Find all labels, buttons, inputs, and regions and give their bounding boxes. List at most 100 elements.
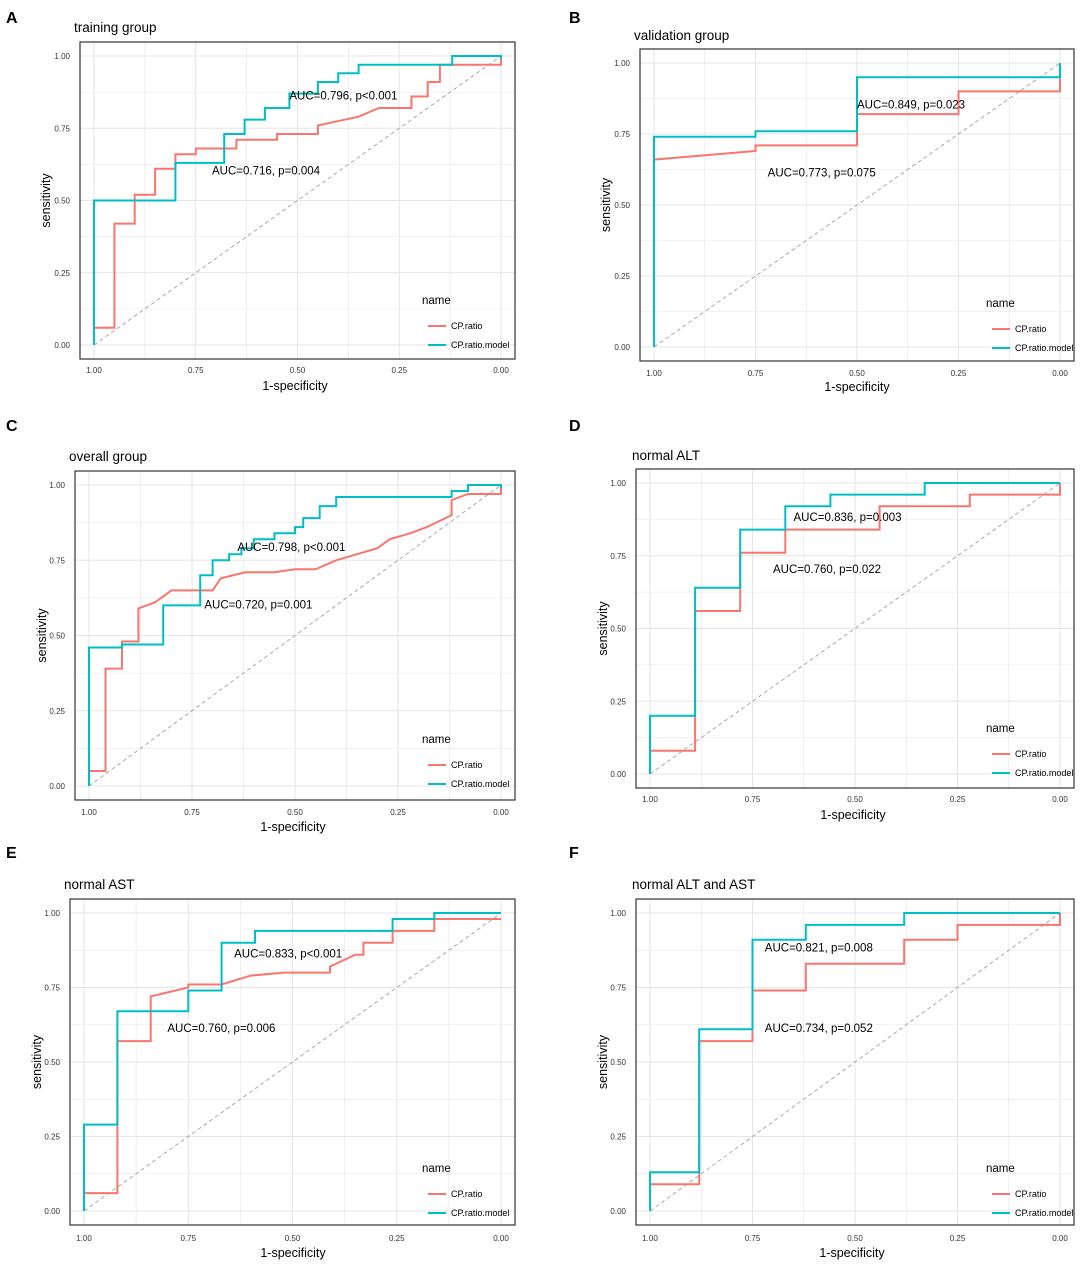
x-axis-label: 1-specificity (820, 808, 886, 822)
y-tick-label: 0.50 (610, 1058, 626, 1067)
x-tick-label: 0.00 (1052, 1234, 1068, 1243)
auc-annotation: AUC=0.773, p=0.075 (768, 168, 876, 180)
legend-label: CP.ratio (451, 1189, 482, 1199)
legend-title: name (422, 734, 451, 746)
auc-annotation: AUC=0.836, p=0.003 (794, 512, 902, 524)
reference-diagonal (88, 484, 502, 787)
legend: name CP.ratio CP.ratio.model (986, 723, 1073, 778)
roc-curve-cp-ratio (88, 488, 502, 786)
roc-curve-cp-ratio (649, 483, 1061, 774)
x-tick-label: 0.00 (1052, 795, 1068, 804)
y-tick-label: 0.50 (49, 632, 65, 641)
x-tick-label: 0.25 (389, 1234, 405, 1243)
auc-annotation: AUC=0.734, p=0.052 (765, 1023, 873, 1035)
x-tick-label: 0.50 (847, 795, 863, 804)
x-tick-label: 0.25 (390, 808, 406, 817)
y-tick-label: 0.00 (44, 1207, 60, 1216)
plot-frame (639, 48, 1075, 362)
x-tick-label: 0.00 (493, 366, 509, 375)
y-tick-label: 0.50 (614, 201, 630, 210)
y-axis-label: sensitivity (596, 1034, 610, 1089)
y-tick-label: 1.00 (614, 59, 630, 68)
plot-frame (74, 470, 516, 801)
roc-curve-cp-ratio-model (83, 912, 501, 1211)
y-tick-label: 0.75 (54, 124, 70, 133)
y-tick-label: 1.00 (44, 909, 60, 918)
panel-title: normal AST (64, 877, 135, 892)
reference-diagonal (93, 55, 502, 346)
panel-title: normal ALT (632, 448, 700, 463)
x-tick-label: 0.75 (180, 1234, 196, 1243)
x-tick-label: 0.25 (950, 795, 966, 804)
legend-label: CP.ratio (451, 760, 482, 770)
legend-label: CP.ratio.model (1015, 343, 1073, 353)
y-tick-label: 1.00 (610, 909, 626, 918)
auc-annotation: AUC=0.760, p=0.022 (773, 564, 881, 576)
plot-frame (635, 898, 1075, 1226)
reference-diagonal (653, 62, 1061, 348)
y-tick-label: 0.75 (49, 556, 65, 565)
y-tick-label: 0.75 (610, 552, 626, 561)
y-tick-label: 0.25 (614, 272, 630, 281)
roc-curve-cp-ratio-model (649, 482, 1060, 774)
x-axis-label: 1-specificity (260, 1246, 326, 1260)
panel-letter: E (6, 845, 17, 862)
y-tick-label: 0.25 (54, 269, 70, 278)
auc-annotation: AUC=0.849, p=0.023 (857, 99, 965, 111)
legend-label: CP.ratio (1015, 749, 1046, 759)
reference-diagonal (649, 912, 1061, 1212)
y-tick-label: 1.00 (54, 52, 70, 61)
roc-curve-cp-ratio-model (653, 63, 1061, 347)
gridlines (636, 899, 1074, 1225)
y-tick-label: 0.00 (54, 341, 70, 350)
auc-annotation: AUC=0.796, p<0.001 (289, 90, 397, 102)
y-axis-label: sensitivity (30, 1034, 44, 1089)
plot-frame (79, 41, 516, 360)
legend: name CP.ratio CP.ratio.model (422, 295, 509, 350)
legend: name CP.ratio CP.ratio.model (422, 734, 509, 789)
legend-title: name (422, 1163, 451, 1175)
auc-annotation: AUC=0.760, p=0.006 (167, 1023, 275, 1035)
x-tick-label: 0.00 (1052, 369, 1068, 378)
y-tick-label: 0.75 (614, 130, 630, 139)
legend-label: CP.ratio.model (451, 1208, 509, 1218)
x-tick-label: 0.50 (287, 808, 303, 817)
plot-frame (635, 468, 1075, 789)
x-tick-label: 0.50 (847, 1234, 863, 1243)
legend-label: CP.ratio (1015, 324, 1046, 334)
x-tick-label: 0.25 (950, 1234, 966, 1243)
panel-title: validation group (634, 28, 729, 43)
x-tick-label: 0.25 (391, 366, 407, 375)
y-tick-label: 0.75 (610, 984, 626, 993)
legend-title: name (986, 298, 1015, 310)
x-tick-label: 0.50 (849, 369, 865, 378)
x-tick-label: 0.75 (745, 1234, 761, 1243)
panel-title: training group (74, 20, 157, 35)
x-tick-label: 1.00 (642, 1234, 658, 1243)
y-tick-label: 1.00 (49, 481, 65, 490)
x-tick-label: 1.00 (86, 366, 102, 375)
auc-annotation: AUC=0.821, p=0.008 (765, 943, 873, 955)
x-axis-label: 1-specificity (260, 820, 326, 834)
x-axis-label: 1-specificity (262, 379, 328, 393)
x-tick-label: 1.00 (646, 369, 662, 378)
auc-annotation: AUC=0.716, p=0.004 (212, 165, 321, 177)
x-tick-label: 0.25 (951, 369, 967, 378)
x-tick-label: 0.00 (493, 1234, 509, 1243)
legend-title: name (986, 723, 1015, 735)
x-tick-label: 1.00 (76, 1234, 92, 1243)
x-tick-label: 1.00 (81, 808, 97, 817)
roc-curve-cp-ratio-model (649, 912, 1060, 1211)
reference-diagonal (83, 912, 502, 1212)
panel-letter: B (569, 10, 581, 27)
legend-label: CP.ratio (1015, 1189, 1046, 1199)
gridlines (80, 42, 515, 359)
auc-annotation: AUC=0.720, p=0.001 (204, 599, 312, 611)
x-tick-label: 0.75 (748, 369, 764, 378)
